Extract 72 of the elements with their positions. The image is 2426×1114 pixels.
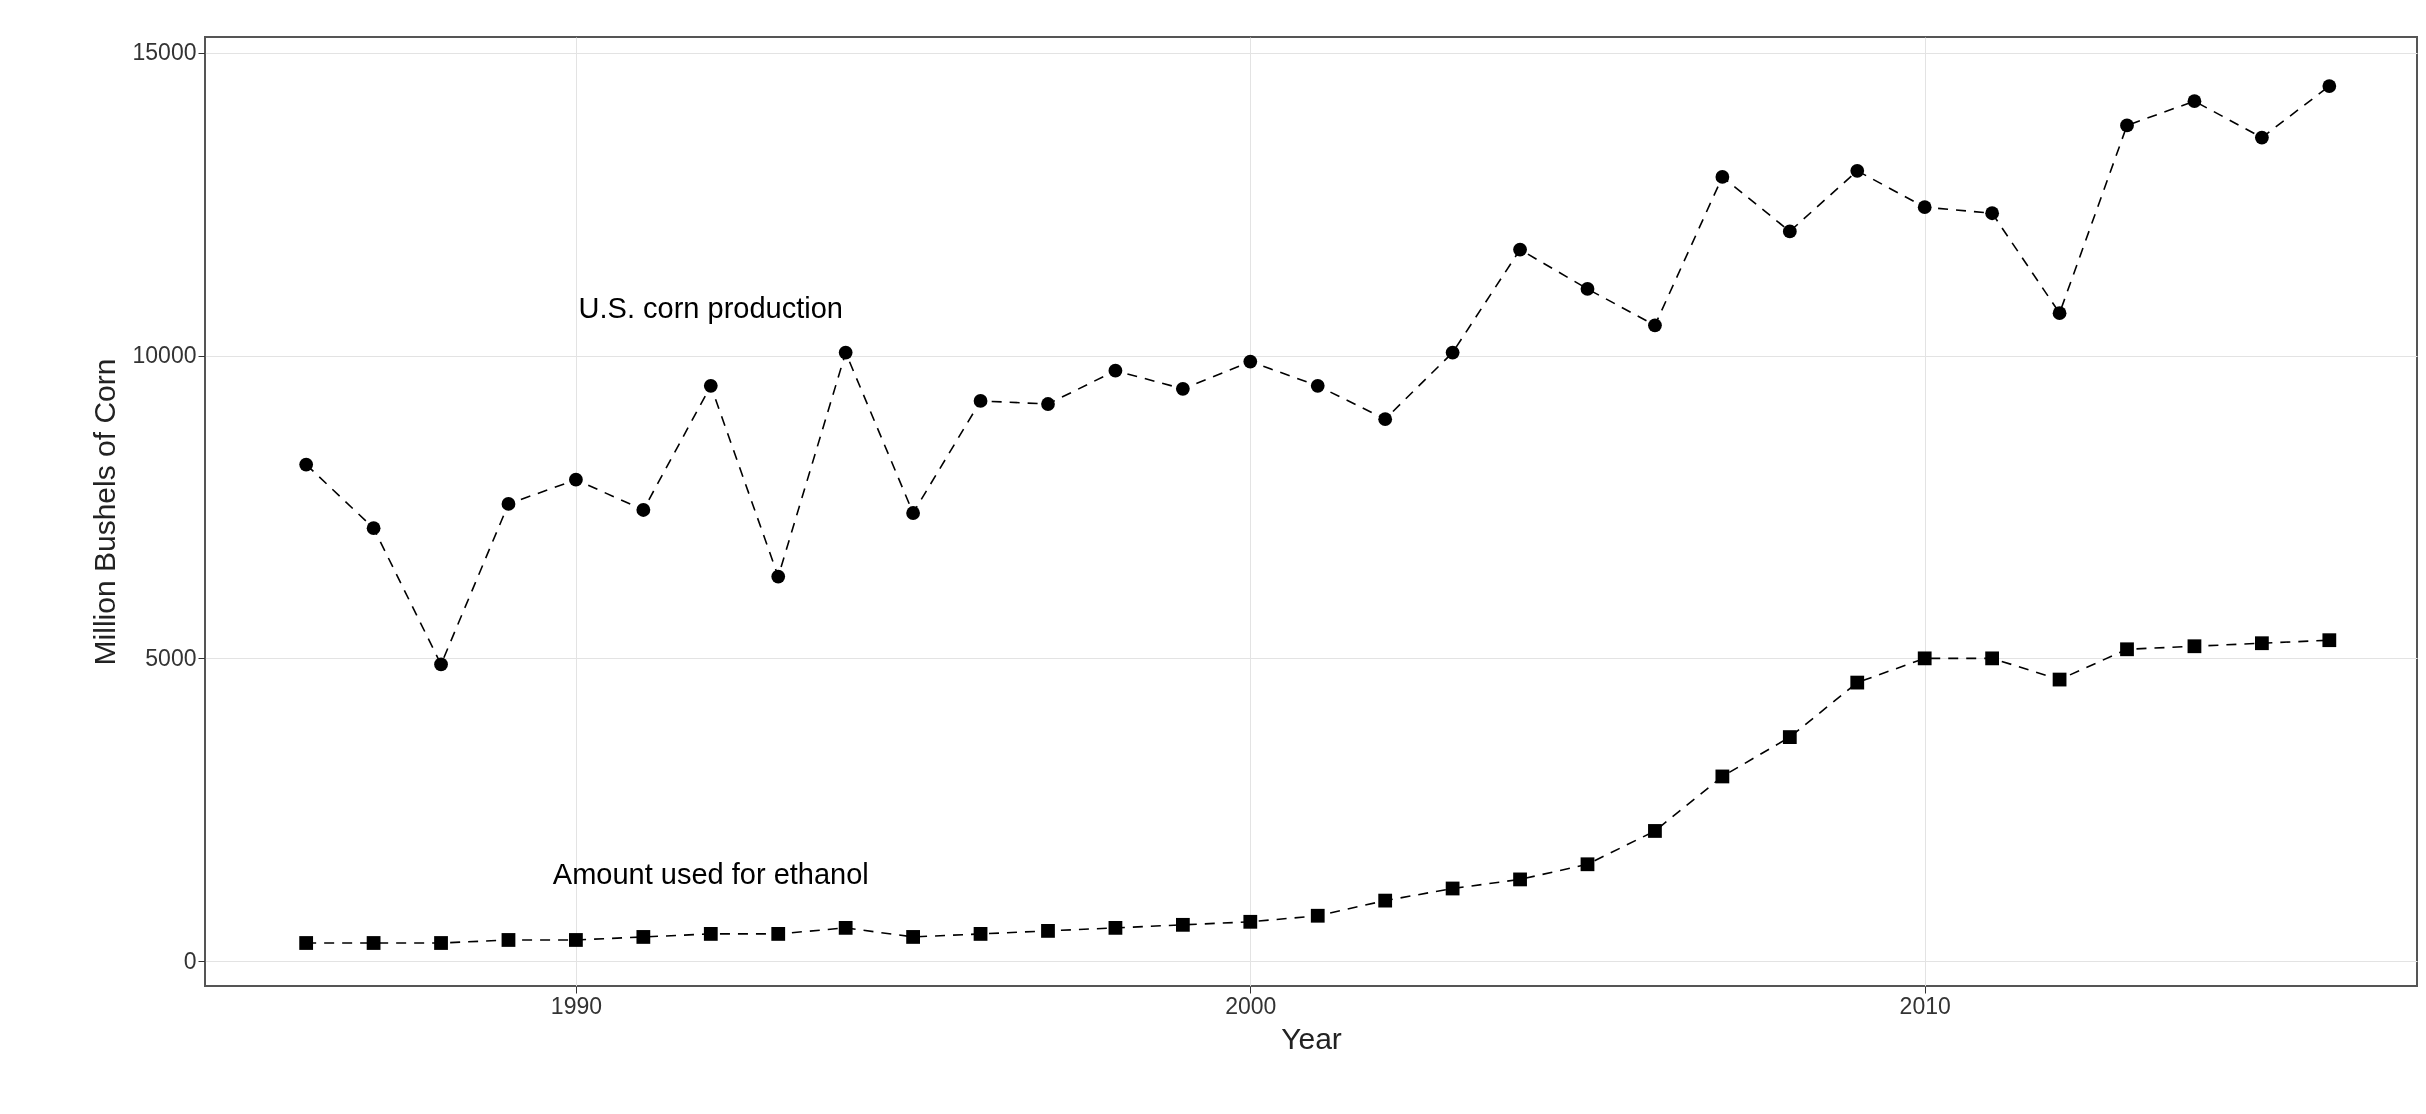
point	[1648, 318, 1662, 333]
point	[501, 497, 516, 511]
point	[2052, 306, 2067, 321]
point	[1985, 206, 2000, 221]
point	[1850, 163, 1865, 178]
point	[2322, 79, 2337, 93]
point	[973, 927, 988, 941]
point	[636, 930, 651, 944]
point	[1580, 282, 1595, 296]
point	[1243, 354, 1258, 369]
y-axis-title: Million Bushels of Corn	[87, 358, 121, 666]
point	[1108, 920, 1123, 935]
point	[569, 472, 583, 487]
point	[1782, 730, 1797, 744]
series-label: U.S. corn production	[578, 291, 843, 324]
y-tick-label: 0	[183, 947, 197, 974]
point	[1175, 917, 1190, 932]
point	[1850, 675, 1865, 690]
point	[2120, 118, 2134, 133]
point	[1917, 651, 1932, 666]
point	[2322, 633, 2337, 648]
point	[906, 930, 920, 944]
point	[1041, 397, 1055, 411]
point	[636, 503, 651, 517]
point	[1580, 857, 1595, 872]
x-tick-label: 2010	[1899, 992, 1951, 1019]
point	[1310, 378, 1325, 393]
point	[1715, 170, 1730, 184]
point	[569, 933, 583, 947]
point	[1175, 381, 1190, 396]
y-tick-label: 5000	[145, 644, 197, 671]
point	[1108, 363, 1123, 378]
x-tick-label: 2000	[1225, 992, 1277, 1019]
point	[366, 936, 381, 950]
y-tick-label: 10000	[132, 342, 197, 369]
point	[1310, 908, 1325, 923]
point	[1782, 224, 1797, 239]
point	[501, 933, 516, 947]
point	[299, 936, 314, 950]
point	[1648, 824, 1662, 838]
point	[2255, 636, 2269, 651]
x-tick-label: 1990	[550, 992, 602, 1019]
point	[771, 569, 786, 584]
point	[1041, 924, 1055, 938]
point	[434, 936, 448, 950]
x-axis-title: Year	[1281, 1021, 1342, 1055]
point	[973, 394, 988, 408]
point	[771, 927, 786, 941]
point	[1917, 200, 1932, 215]
point	[1378, 893, 1393, 908]
point	[1513, 242, 1527, 257]
point	[703, 378, 718, 393]
point	[1378, 412, 1393, 427]
point	[366, 521, 381, 536]
point	[1985, 651, 2000, 666]
point	[838, 345, 853, 360]
point	[434, 657, 448, 672]
point	[1243, 914, 1258, 929]
point	[1513, 872, 1527, 887]
point	[703, 927, 718, 941]
point	[2187, 94, 2202, 109]
series-label: Amount used for ethanol	[552, 857, 869, 890]
point	[2187, 639, 2202, 654]
point	[1445, 345, 1460, 360]
point	[2255, 130, 2269, 145]
point	[1445, 881, 1460, 896]
point	[1715, 769, 1730, 784]
point	[838, 920, 853, 935]
point	[299, 457, 314, 472]
point	[2120, 642, 2134, 657]
point	[906, 506, 920, 520]
y-tick-label: 15000	[132, 39, 197, 66]
